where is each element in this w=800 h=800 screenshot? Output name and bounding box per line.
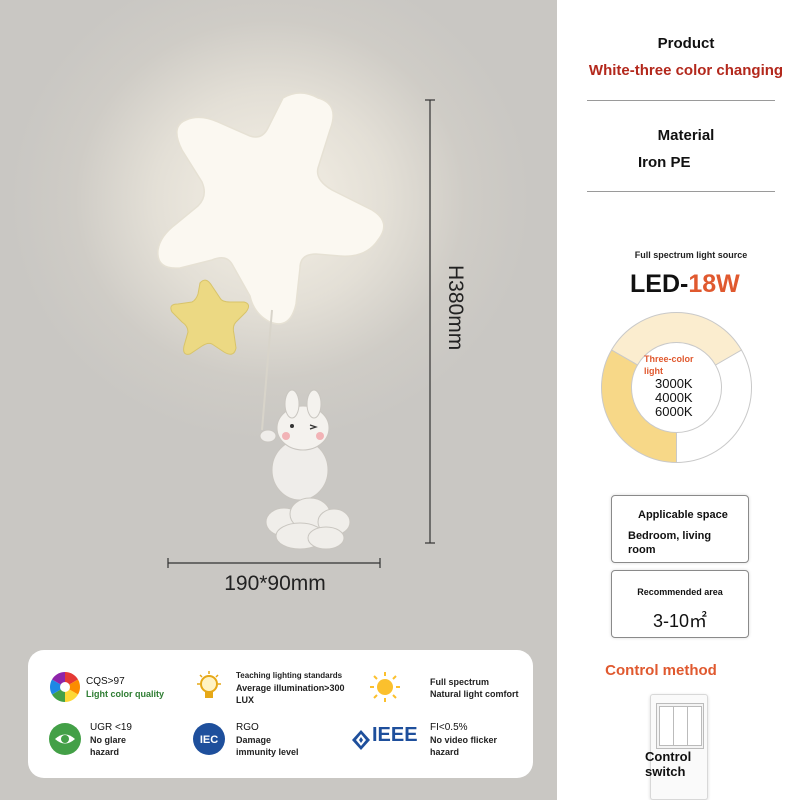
feature-line2: No glare — [90, 735, 127, 745]
width-label: 190*90mm — [224, 572, 326, 595]
led-power: 18W — [688, 270, 740, 298]
recommended-area-heading: Recommended area — [637, 587, 723, 597]
large-star-shade — [157, 92, 385, 325]
feature-full-spectrum: Full spectrum Natural light comfort — [368, 670, 533, 710]
feature-ugr: UGR <19 No glare hazard — [48, 722, 198, 762]
control-heading: Control method — [605, 662, 717, 679]
temp-6000k: 6000K — [655, 404, 693, 419]
feature-teaching: Teaching lighting standards Average illu… — [192, 670, 372, 714]
feature-line3: hazard — [90, 747, 120, 757]
feature-flicker: IEEE FI<0.5% No video flicker hazard — [350, 722, 535, 762]
features-panel: CQS>97 Light color quality Teaching ligh… — [28, 650, 533, 778]
color-wheel-icon — [49, 672, 81, 702]
product-photo-area: H380mm 190*90mm CQS>97 Light color quali… — [0, 0, 557, 800]
applicable-space-value: Bedroom, living room — [628, 530, 712, 556]
material-value: Iron PE — [638, 154, 691, 171]
product-heading: Product — [657, 35, 715, 52]
feature-line1: RGO — [236, 722, 259, 733]
temp-4000k: 4000K — [655, 390, 693, 405]
temp-3000k: 3000K — [655, 376, 693, 391]
feature-line2: Average illumination>300 — [236, 683, 345, 693]
bulb-icon — [197, 671, 221, 698]
product-value: White-three color changing — [588, 62, 784, 79]
feature-line1: CQS>97 — [86, 676, 125, 687]
feature-line2: No video flicker — [430, 735, 498, 745]
donut-segment-6000k — [676, 349, 752, 464]
led-rating: LED-18W — [630, 270, 740, 299]
control-switch-image — [650, 694, 708, 800]
switch-plate — [656, 703, 704, 749]
applicable-space-heading: Applicable space — [638, 509, 728, 521]
applicable-space-card: Applicable space Bedroom, living room — [611, 495, 749, 563]
eye-icon — [49, 723, 81, 755]
iec-icon: IEC — [193, 723, 225, 755]
width-dimension-line — [167, 558, 381, 568]
divider — [587, 191, 775, 192]
switch-rocker — [673, 706, 688, 746]
iec-text: IEC — [200, 734, 218, 746]
recommended-area-card: Recommended area 3-10㎡ — [611, 570, 749, 638]
led-caption: Full spectrum light source — [634, 250, 748, 260]
ieee-icon: IEEE — [350, 724, 420, 752]
material-heading: Material — [657, 127, 715, 144]
height-dimension-line — [425, 99, 435, 544]
height-label: H380mm — [444, 265, 467, 351]
switch-rocker — [659, 706, 674, 746]
donut-segment-3000k — [601, 349, 677, 464]
control-switch-label: Control switch — [645, 749, 692, 779]
donut-label: Three-color light — [644, 354, 694, 376]
feature-line1: FI<0.5% — [430, 722, 468, 733]
feature-line2: Natural light comfort — [430, 689, 519, 699]
feature-rgo: IEC RGO Damage immunity level — [192, 722, 352, 762]
feature-line3: immunity level — [236, 747, 299, 757]
feature-line2: Damage — [236, 735, 272, 745]
divider — [587, 100, 775, 101]
feature-cqs: CQS>97 Light color quality — [48, 670, 198, 710]
sun-icon — [370, 672, 400, 702]
feature-line3: LUX — [236, 695, 254, 705]
spec-panel: Product White-three color changing Mater… — [557, 0, 800, 800]
feature-line3: hazard — [430, 747, 460, 757]
donut-segment-4000k — [610, 312, 743, 366]
lamp-illustration — [157, 92, 435, 568]
temps-list: 3000K 4000K 6000K — [655, 377, 693, 419]
feature-line1: Teaching lighting standards — [236, 671, 343, 680]
feature-line2: Light color quality — [86, 689, 164, 699]
small-yellow-star — [170, 279, 250, 355]
feature-line1: UGR <19 — [90, 722, 132, 733]
switch-rocker — [687, 706, 702, 746]
three-color-donut — [601, 312, 752, 464]
feature-line1: Full spectrum — [430, 677, 490, 687]
led-prefix: LED- — [630, 270, 689, 298]
recommended-area-value: 3-10㎡ — [652, 611, 708, 631]
ieee-text: IEEE — [372, 724, 418, 746]
